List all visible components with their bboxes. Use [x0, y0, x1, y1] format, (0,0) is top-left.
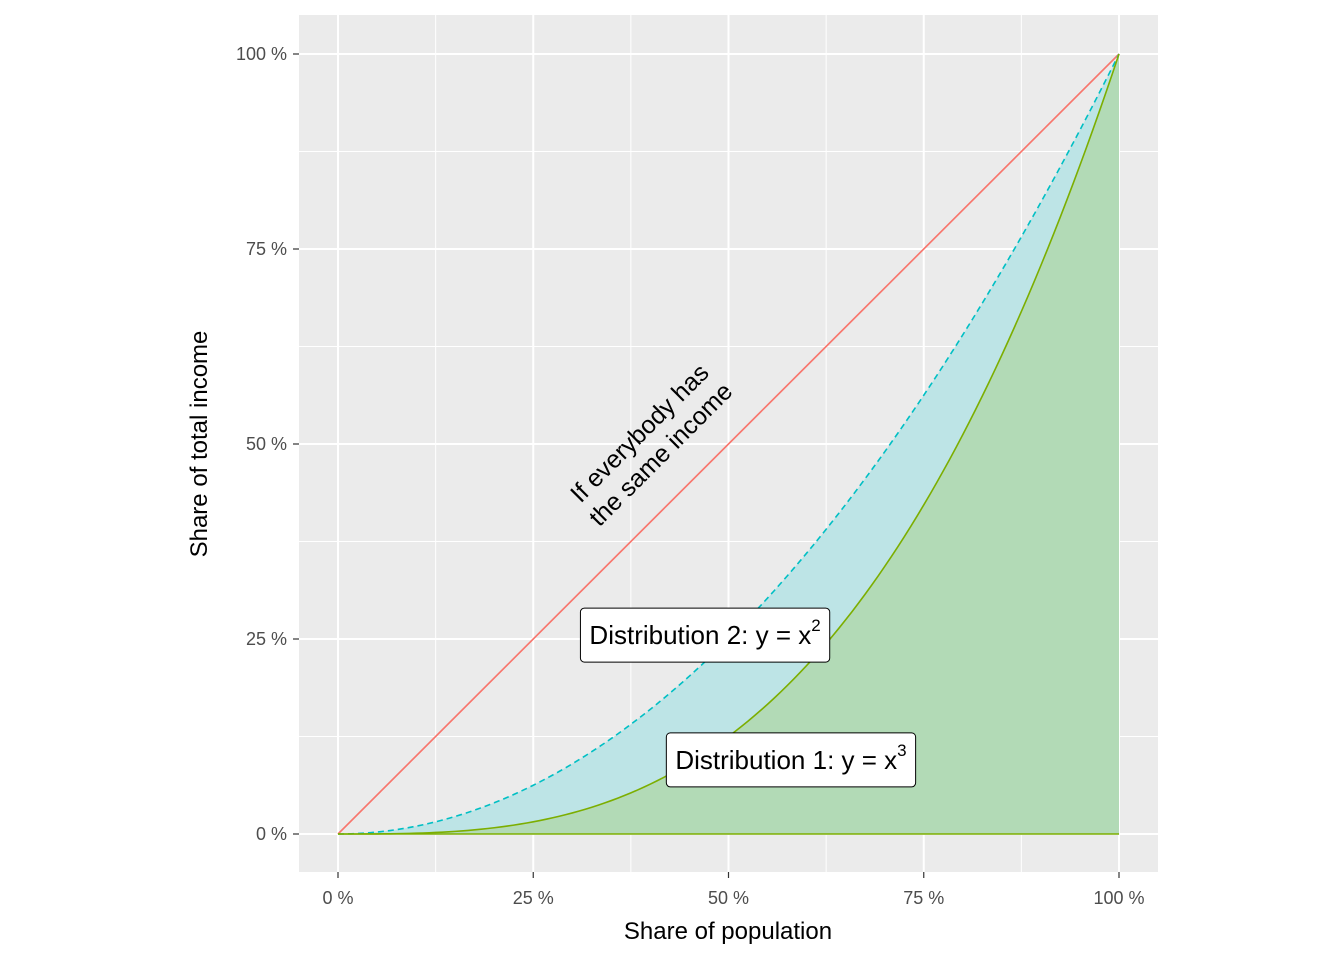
distribution-label-box	[579, 607, 831, 663]
fill-distribution-1	[338, 54, 1119, 834]
distribution-label-prefix: Distribution 2: y = x	[589, 620, 811, 650]
y-tick-labels: 0 % 25 % 50 % 75 % 100 %	[236, 44, 287, 844]
x-tick-label: 25 %	[513, 888, 554, 908]
x-axis-title: Share of population	[624, 918, 832, 945]
x-tick-labels: 0 % 25 % 50 % 75 % 100 %	[322, 888, 1144, 908]
distribution-label-2: Distribution 1: y = x3	[665, 732, 917, 788]
y-tick-label: 50 %	[246, 434, 287, 454]
series-line-exponent-1	[337, 53, 1120, 835]
x-tick-label: 0 %	[322, 888, 353, 908]
distribution-label-superscript: 3	[897, 741, 906, 760]
y-axis-title: Share of total income	[186, 331, 213, 558]
y-tick-label: 25 %	[246, 629, 287, 649]
x-tick-label: 75 %	[903, 888, 944, 908]
axis-ticks	[293, 53, 1120, 878]
fill-distribution-2	[338, 54, 1119, 834]
distribution-label-text: Distribution 2: y = x2	[589, 616, 820, 650]
y-tick-label: 75 %	[246, 239, 287, 259]
y-tick-label: 100 %	[236, 44, 287, 64]
x-tick-label: 50 %	[708, 888, 749, 908]
x-tick-label: 100 %	[1093, 888, 1144, 908]
distribution-label-superscript: 2	[811, 616, 820, 635]
distribution-label-1: Distribution 2: y = x2	[579, 607, 831, 663]
area-fills	[338, 54, 1119, 834]
series-line-exponent-2	[337, 53, 1120, 835]
y-tick-label: 0 %	[256, 824, 287, 844]
distribution-label-prefix: Distribution 1: y = x	[675, 745, 897, 775]
distribution-label-text: Distribution 1: y = x3	[675, 741, 906, 775]
distribution-label-box	[665, 732, 917, 788]
